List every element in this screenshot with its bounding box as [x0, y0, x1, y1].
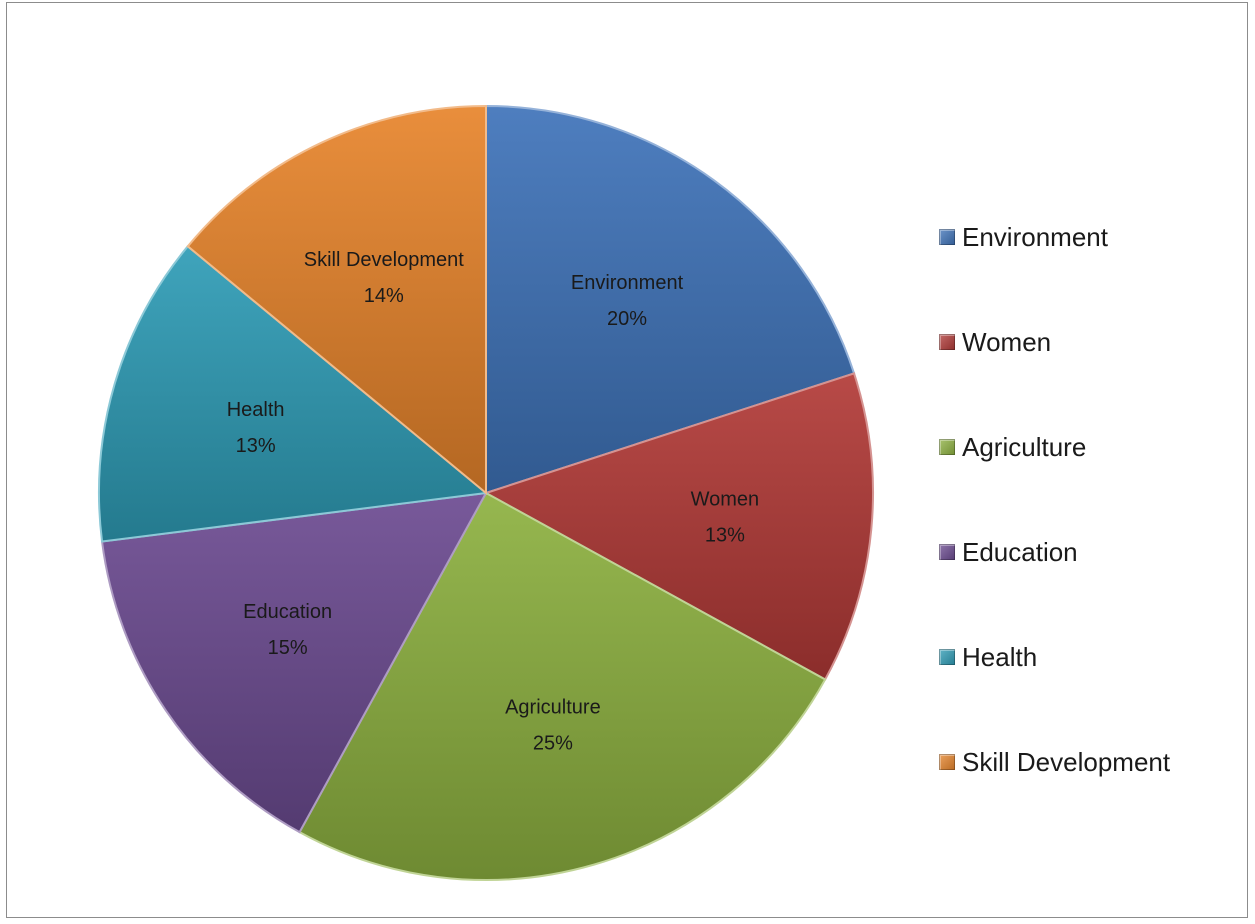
legend-label-skill-development: Skill Development: [962, 746, 1171, 777]
legend-item-health: Health: [939, 641, 1038, 672]
data-label-women-percent: 13%: [705, 525, 745, 547]
legend-swatch-agriculture: [939, 439, 955, 455]
data-label-health-percent: 13%: [236, 435, 276, 457]
pie-slice-agriculture: [298, 491, 827, 881]
pie-slice-health: [98, 244, 489, 543]
pie-slice-women: [483, 372, 874, 681]
legend-label-education: Education: [962, 536, 1078, 567]
pie-slice-environment: [485, 104, 856, 495]
data-label-agriculture-name: Agriculture: [505, 696, 601, 718]
data-label-skill-development-percent: 14%: [364, 285, 404, 307]
data-label-skill-development-name: Skill Development: [304, 249, 465, 271]
legend-item-education: Education: [939, 536, 1078, 567]
legend-item-women: Women: [939, 326, 1052, 357]
legend-label-agriculture: Agriculture: [962, 431, 1087, 462]
chart-area: Environment 20% Women 13% Agriculture 25% Educ…: [6, 2, 1248, 918]
legend-item-environment: Environment: [939, 221, 1108, 252]
legend-item-agriculture: Agriculture: [939, 431, 1087, 462]
pie-chart: Environment 20% Women 13% Agriculture 25% Educ…: [98, 104, 874, 881]
data-label-education-percent: 15%: [268, 637, 308, 659]
data-label-health-name: Health: [227, 399, 285, 421]
legend-item-skill-development: Skill Development: [939, 746, 1171, 777]
legend-label-environment: Environment: [962, 221, 1108, 252]
pie-slice-education: [100, 491, 488, 834]
legend-label-women: Women: [962, 326, 1052, 357]
legend-swatch-skill-development: [939, 754, 955, 770]
legend-swatch-women: [939, 334, 955, 350]
data-label-environment-percent: 20%: [607, 308, 647, 330]
legend-swatch-education: [939, 544, 955, 560]
data-label-women-name: Women: [691, 489, 760, 511]
legend-swatch-environment: [939, 229, 955, 245]
data-label-environment-name: Environment: [571, 272, 684, 294]
data-label-agriculture-percent: 25%: [533, 732, 573, 754]
legend-swatch-health: [939, 649, 955, 665]
legend-label-health: Health: [962, 641, 1038, 672]
pie-slice-skill-development: [186, 104, 487, 496]
data-label-education-name: Education: [243, 601, 332, 623]
